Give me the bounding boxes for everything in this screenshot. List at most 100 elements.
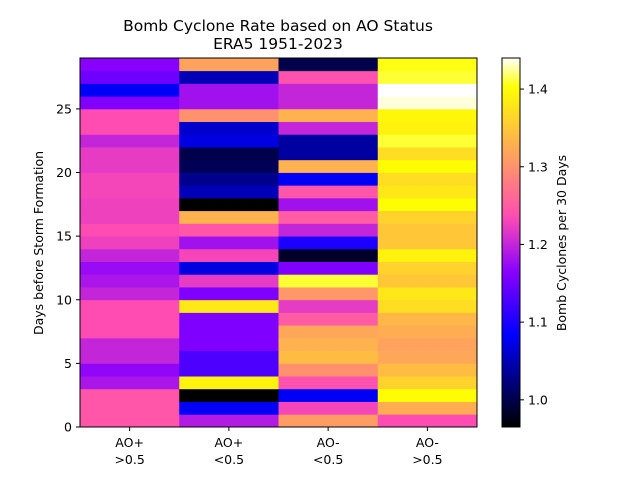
heatmap-cell <box>377 414 478 428</box>
heatmap-cell <box>80 261 180 275</box>
heatmap-cell <box>179 223 279 237</box>
heatmap-cell <box>377 236 478 250</box>
heatmap-cell <box>80 172 180 186</box>
x-tick-label: AO- <box>416 435 439 450</box>
heatmap-cell <box>377 134 478 148</box>
colorbar-tick-label: 1.0 <box>528 392 548 407</box>
heatmap-cell <box>80 210 180 224</box>
heatmap-cell <box>377 388 478 402</box>
heatmap-cell <box>179 108 279 123</box>
heatmap-cell <box>278 172 379 186</box>
heatmap-cell <box>179 172 279 186</box>
heatmap-cell <box>80 236 180 250</box>
heatmap-cell <box>179 350 279 364</box>
heatmap-cell <box>80 414 180 428</box>
heatmap-cell <box>179 58 279 72</box>
heatmap-cell <box>179 159 279 173</box>
y-tick-label: 15 <box>56 229 72 244</box>
heatmap-cell <box>179 83 279 97</box>
heatmap-cell <box>80 248 180 262</box>
heatmap-cell <box>377 376 478 390</box>
colorbar-tick-label: 1.1 <box>528 315 548 330</box>
heatmap-cell <box>179 376 279 390</box>
heatmap-cell <box>80 147 180 161</box>
heatmap-cell <box>377 147 478 161</box>
heatmap-cell <box>179 147 279 161</box>
heatmap-cell <box>179 210 279 224</box>
heatmap-cell <box>179 287 279 301</box>
chart-subtitle: ERA5 1951-2023 <box>213 35 343 53</box>
y-tick-label: 20 <box>56 165 72 180</box>
heatmap-cell <box>179 121 279 135</box>
heatmap-cell <box>377 197 478 212</box>
x-tick-label: AO+ <box>215 435 244 450</box>
heatmap-cell <box>80 223 180 237</box>
heatmap-cell <box>80 134 180 148</box>
heatmap-cell <box>377 96 478 110</box>
heatmap-cell <box>80 337 180 352</box>
y-axis-label: Days before Storm Formation <box>31 151 46 335</box>
heatmap-cell <box>179 312 279 326</box>
heatmap-cell <box>278 108 379 123</box>
heatmap-cell <box>377 172 478 186</box>
x-axis-ticks: AO+ >0.5 AO+ <0.5 AO- <0.5 AO- >0.5 <box>114 427 443 467</box>
heatmap-cell <box>278 248 379 262</box>
x-tick-label: >0.5 <box>114 452 144 467</box>
heatmap-cell <box>80 96 180 110</box>
heatmap-cell <box>377 363 478 377</box>
y-tick-label: 5 <box>64 356 72 371</box>
heatmap-cell <box>377 312 478 326</box>
heatmap-cell <box>278 337 379 352</box>
heatmap-cell <box>179 414 279 428</box>
colorbar-label: Bomb Cyclones per 30 Days <box>554 155 569 331</box>
heatmap-cell <box>377 401 478 415</box>
heatmap-cell <box>80 121 180 135</box>
heatmap-cell <box>278 147 379 161</box>
heatmap-cell <box>278 287 379 301</box>
heatmap-cell <box>278 299 379 313</box>
colorbar-ticks: 1.0 1.1 1.2 1.3 1.4 <box>520 82 548 407</box>
heatmap-cell <box>278 58 379 72</box>
heatmap-cell <box>80 108 180 123</box>
heatmap-cell <box>278 312 379 326</box>
heatmap-cell <box>278 159 379 173</box>
heatmap-cell <box>80 185 180 199</box>
heatmap-cell <box>179 134 279 148</box>
heatmap-cell <box>278 236 379 250</box>
heatmap-cell <box>377 274 478 288</box>
heatmap-cell <box>179 337 279 352</box>
heatmap-cell <box>80 287 180 301</box>
heatmap-cell <box>80 401 180 415</box>
heatmap-cell <box>80 70 180 84</box>
heatmap-cell <box>179 299 279 313</box>
y-tick-label: 0 <box>64 420 72 435</box>
heatmap-cell <box>377 337 478 352</box>
heatmap-cell <box>179 363 279 377</box>
heatmap-cell <box>377 287 478 301</box>
heatmap-cell <box>377 58 478 72</box>
heatmap-cell <box>278 325 379 339</box>
heatmap-cell <box>80 197 180 212</box>
heatmap-cell <box>377 185 478 199</box>
heatmap-cell <box>278 83 379 97</box>
heatmap-cell <box>377 299 478 313</box>
y-axis-ticks: 0 5 10 15 20 25 <box>56 101 80 435</box>
heatmap-cell <box>278 96 379 110</box>
heatmap-cell <box>80 325 180 339</box>
heatmap-cell <box>80 376 180 390</box>
heatmap-cell <box>377 261 478 275</box>
heatmap-cell <box>278 70 379 84</box>
chart-title: Bomb Cyclone Rate based on AO Status <box>123 17 433 35</box>
x-tick-label: <0.5 <box>313 452 343 467</box>
heatmap-cell <box>179 401 279 415</box>
heatmap-cell <box>179 261 279 275</box>
heatmap-cell <box>278 376 379 390</box>
plot-frame <box>79 57 478 428</box>
heatmap-cell <box>179 96 279 110</box>
heatmap-cell <box>179 325 279 339</box>
heatmap-cell <box>377 70 478 84</box>
heatmap-cell <box>278 223 379 237</box>
heatmap-cell <box>377 325 478 339</box>
heatmap-cell <box>278 261 379 275</box>
